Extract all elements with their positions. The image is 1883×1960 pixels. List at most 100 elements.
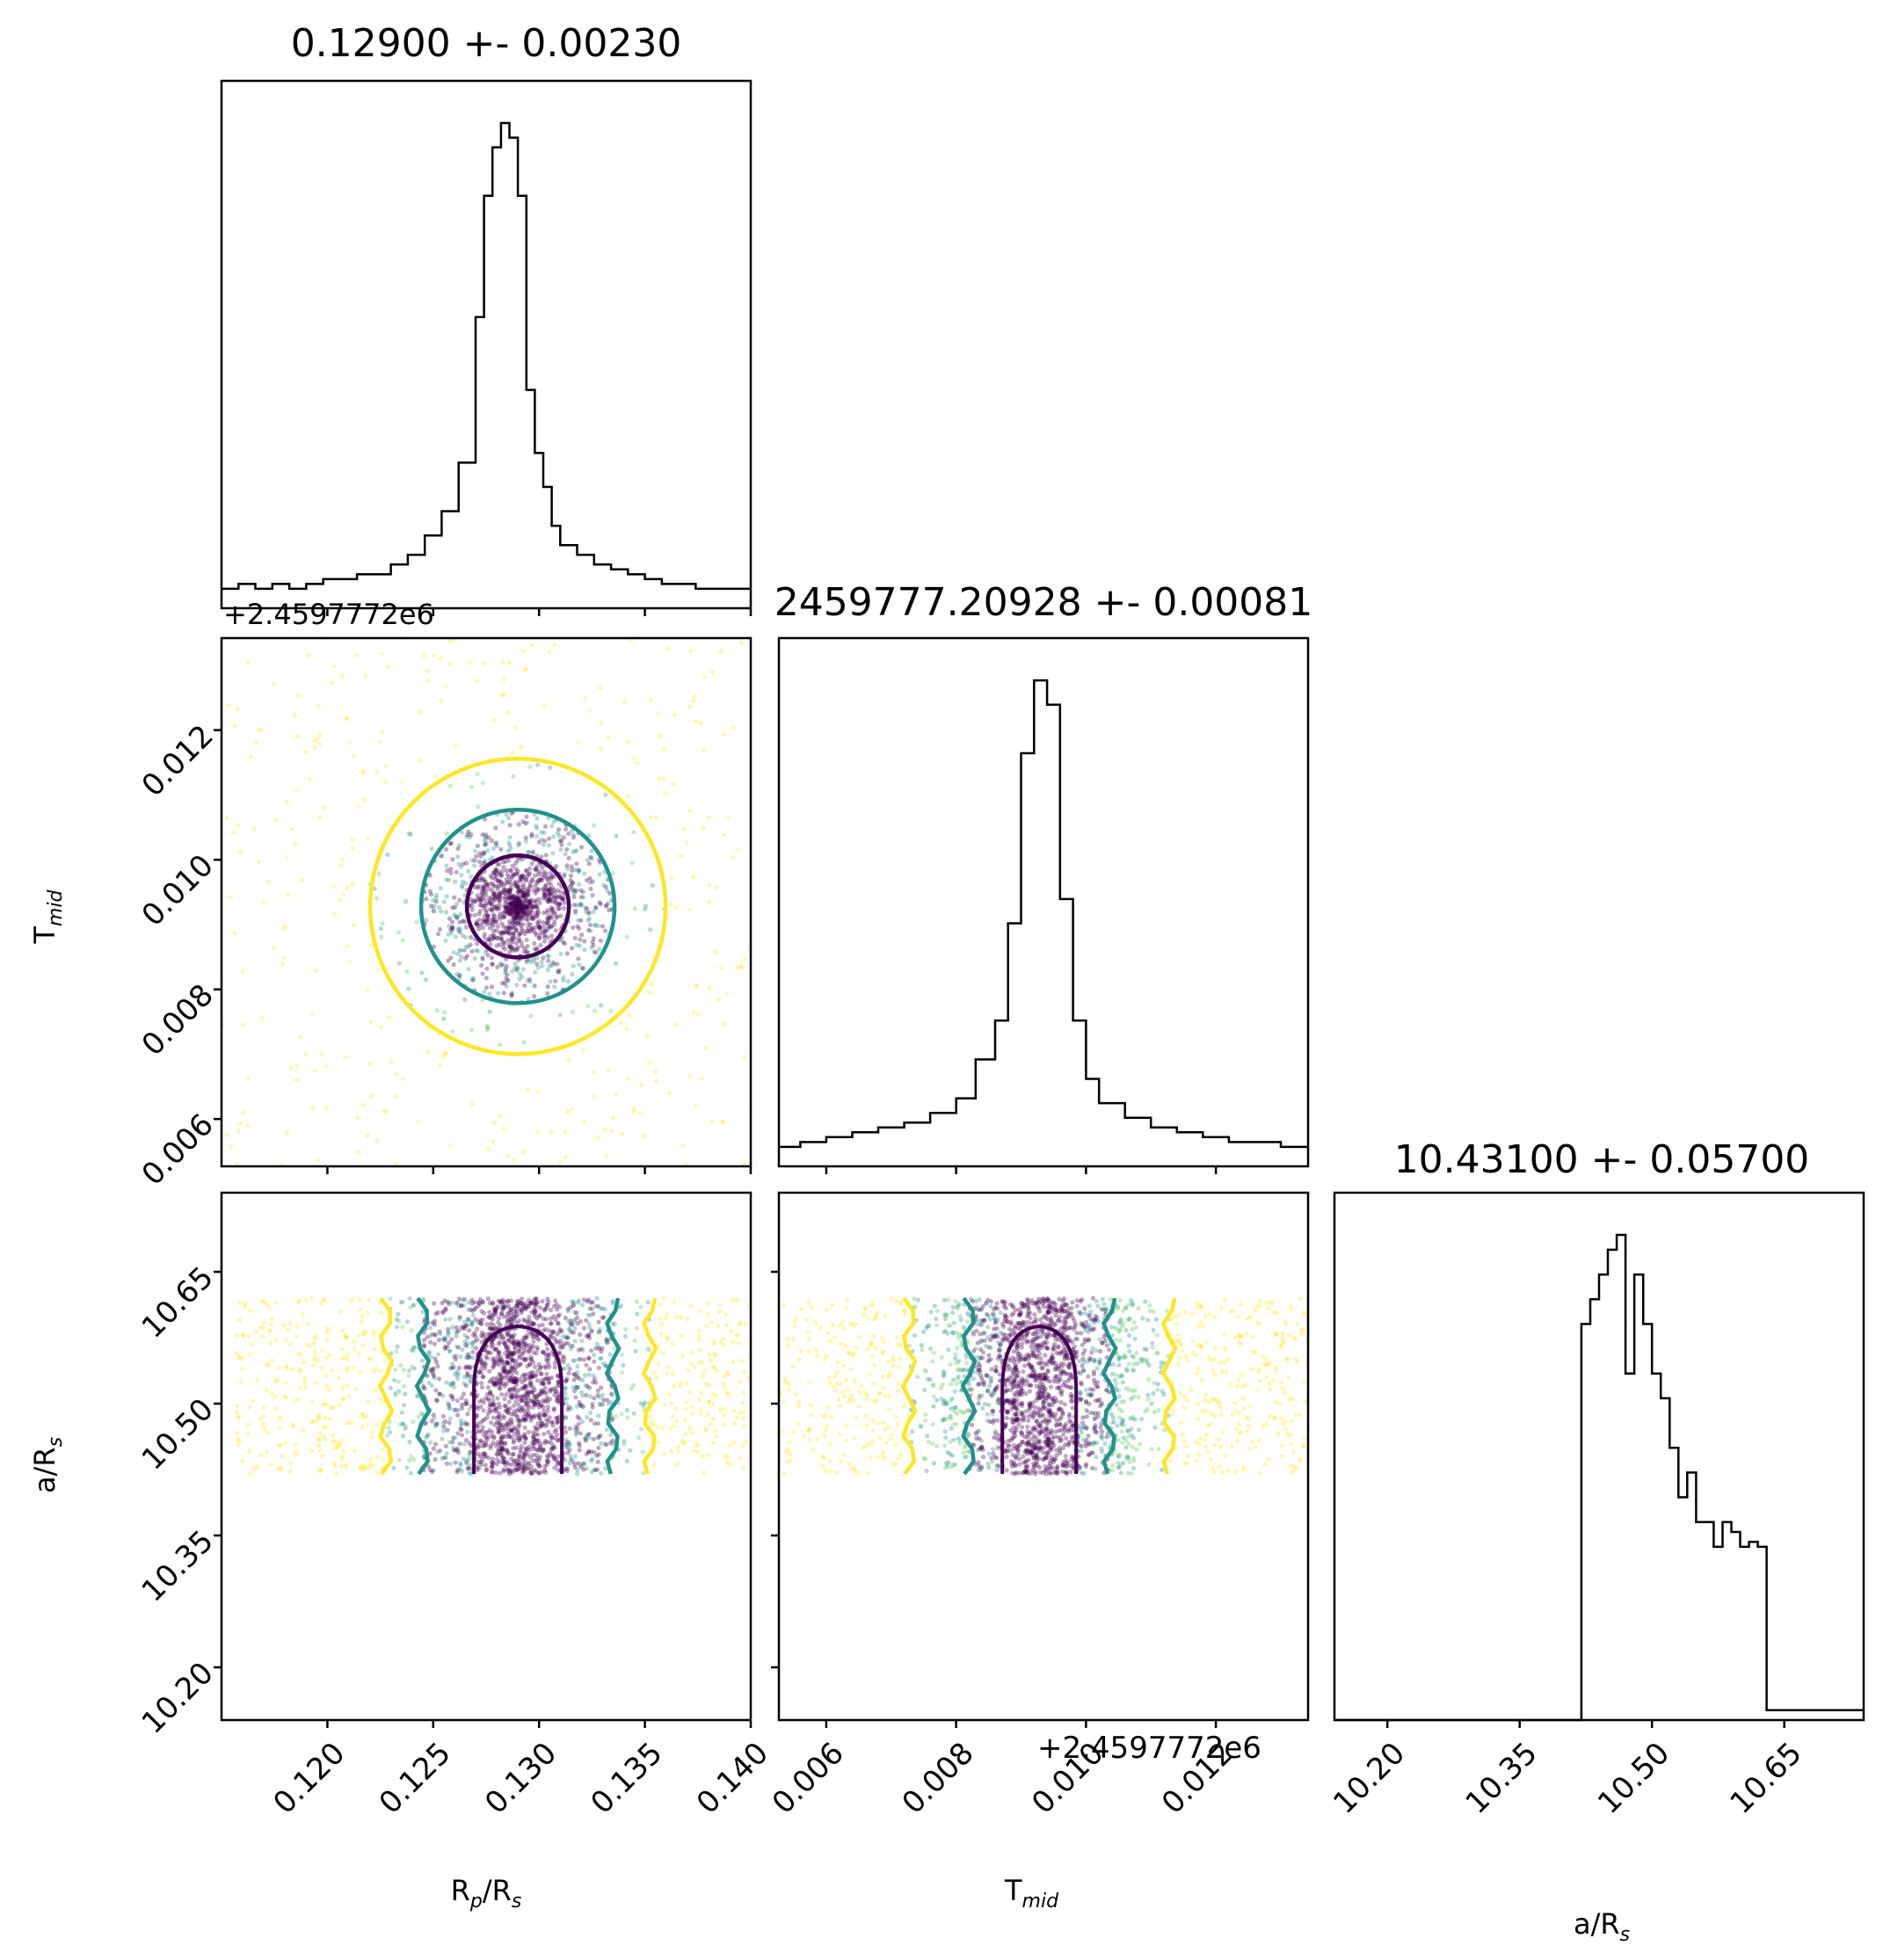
scatter-point [530,1332,535,1337]
scatter-point [479,889,484,896]
scatter-point [501,1303,506,1308]
scatter-point [482,1417,487,1422]
scatter-point [482,989,487,995]
scatter-point [626,739,631,744]
scatter-point [484,913,490,918]
scatter-point [493,1347,498,1352]
scatter-point [393,1392,398,1397]
scatter-point [487,991,492,997]
scatter-point [268,1463,273,1468]
scatter-point [478,1438,483,1443]
scatter-point [526,849,531,854]
scatter-point [483,1354,489,1360]
scatter-point [499,1447,505,1452]
scatter-point [294,788,300,793]
scatter-point [434,1449,440,1455]
scatter-point [574,861,579,867]
scatter-point [458,1426,463,1431]
scatter-point [498,1376,505,1381]
scatter-point [435,1310,440,1315]
scatter-point [552,1465,557,1470]
scatter-point [228,1143,233,1149]
scatter-point [295,734,301,739]
scatter-point [237,1300,243,1306]
scatter-point [498,911,503,917]
scatter-point [591,936,596,941]
scatter-point [545,920,550,926]
scatter-point [425,679,431,684]
scatter-point [528,897,534,903]
scatter-point [455,1467,461,1473]
scatter-point [408,1470,413,1476]
scatter-point [518,899,523,904]
scatter-point [533,1314,538,1319]
scatter-point [672,1424,677,1429]
scatter-point [619,1352,625,1357]
scatter-point [496,895,501,900]
scatter-point [559,1328,564,1333]
scatter-point [526,1392,531,1397]
scatter-point [508,1356,514,1361]
scatter-point [482,932,487,937]
scatter-point [507,911,513,917]
scatter-point [472,1306,477,1312]
scatter-point [591,1373,596,1378]
scatter-point [507,1361,513,1367]
scatter-point [516,1438,521,1443]
scatter-point [523,897,528,903]
scatter-point [475,1406,480,1412]
scatter-point [492,913,498,918]
scatter-point [478,1252,483,1256]
scatter-point [542,934,547,940]
scatter-point [479,1428,484,1434]
scatter-point [536,872,542,877]
scatter-point [494,906,499,912]
scatter-point [721,1421,726,1427]
scatter-point [531,928,536,933]
scatter-point [523,1436,528,1441]
scatter-point [505,908,510,914]
scatter-point [522,1450,527,1455]
scatter-point [229,631,234,635]
scatter-point [520,1462,525,1467]
scatter-point [357,1236,361,1240]
scatter-point [515,893,520,898]
scatter-point [758,1081,762,1085]
scatter-point [421,1342,426,1347]
contour-level-2 [418,808,617,1005]
scatter-point [526,903,531,908]
scatter-point [456,843,462,848]
scatter-point [578,1356,583,1361]
scatter-point [504,1344,509,1350]
scatter-point [490,855,495,860]
scatter-point [574,1471,580,1477]
scatter-point [491,936,496,941]
scatter-point [533,899,539,904]
scatter-point [360,1318,365,1324]
scatter-point [507,904,513,910]
scatter-point [500,1366,505,1371]
scatter-point [541,1381,547,1386]
scatter-point [545,1398,550,1405]
scatter-point [520,1350,526,1355]
scatter-point [513,1462,519,1467]
scatter-point [527,900,532,905]
scatter-point [572,1358,578,1363]
scatter-point [367,1356,372,1361]
scatter-point [398,1362,404,1368]
scatter-point [959,960,963,964]
scatter-point [488,1350,493,1355]
scatter-point [495,905,500,911]
scatter-point [513,1466,518,1471]
scatter-point [268,1274,273,1278]
scatter-point [561,978,566,984]
scatter-point [571,1462,578,1467]
scatter-point [703,1428,709,1434]
scatter-point [498,1299,504,1304]
scatter-point [608,1008,614,1013]
scatter-point [382,558,386,563]
scatter-point [536,924,542,929]
scatter-point [702,1368,707,1374]
scatter-point [515,1302,520,1307]
scatter-point [288,1461,294,1466]
